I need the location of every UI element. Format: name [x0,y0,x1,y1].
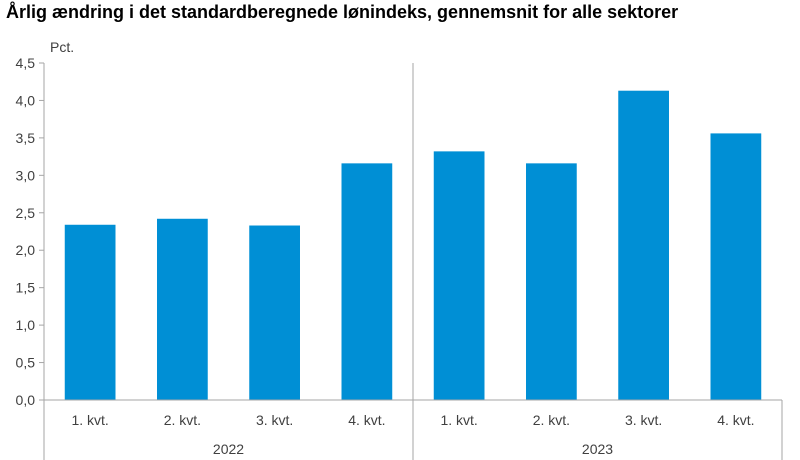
bar [618,90,669,400]
x-tick-label: 4. kvt. [348,412,385,428]
x-tick-label: 1. kvt. [440,412,477,428]
y-axis: 0,0 0,5 1,0 1,5 2,0 2,5 3,0 3,5 4,0 4,5 [16,55,44,408]
x-tick-label: 3. kvt. [256,412,293,428]
y-tick-label: 2,5 [16,205,36,221]
bar [64,224,116,400]
y-axis-unit-label: Pct. [50,39,74,55]
x-axis: 1. kvt. 2. kvt. 3. kvt. 4. kvt. 1. kvt. 2. kv… [43,63,783,460]
y-tick-label: 1,0 [16,317,36,333]
bar [526,163,577,400]
y-tick-label: 2,0 [16,242,36,258]
x-tick-label: 2. kvt. [533,412,570,428]
x-group-label: 2022 [213,441,244,457]
bar [433,151,485,400]
y-tick-label: 3,0 [16,167,36,183]
y-tick-label: 4,5 [16,55,36,71]
y-tick-label: 0,5 [16,355,36,371]
bars [64,90,762,400]
y-tick-label: 4,0 [16,92,36,108]
y-tick-label: 3,5 [16,130,36,146]
x-tick-label: 2. kvt. [164,412,201,428]
chart-title: Årlig ændring i det standardberegnede lø… [6,2,679,22]
bar [341,163,393,400]
bar [249,225,300,400]
x-group-label: 2023 [582,441,613,457]
y-tick-label: 1,5 [16,280,36,296]
y-tick-label: 0,0 [16,392,36,408]
x-tick-label: 4. kvt. [717,412,754,428]
x-tick-label: 3. kvt. [625,412,662,428]
x-tick-label: 1. kvt. [71,412,108,428]
bar [710,133,762,400]
bar [157,218,208,400]
